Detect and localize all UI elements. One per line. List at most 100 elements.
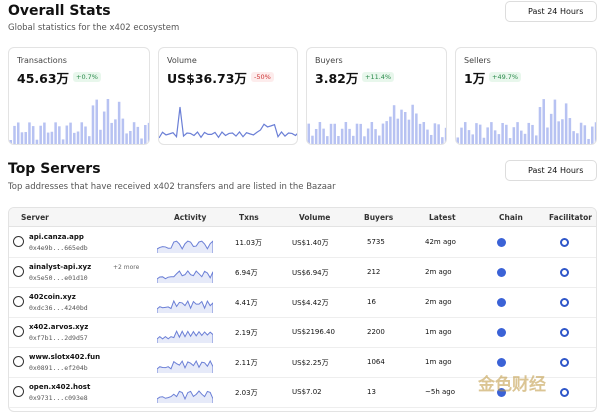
sparkline-bar: [333, 123, 336, 144]
row-divider: [9, 407, 596, 408]
column-header: Chain: [499, 213, 523, 222]
sparkline-bar: [486, 127, 489, 144]
chain-icon: [497, 268, 506, 277]
sparkline-bar: [352, 135, 355, 144]
sparkline-bar: [69, 122, 72, 144]
servers-range-select[interactable]: Past 24 Hours: [505, 160, 597, 181]
range-select[interactable]: Past 24 Hours: [505, 1, 597, 22]
latest: 2m ago: [425, 298, 452, 306]
chain-icon: [497, 238, 506, 247]
sparkline-bar: [355, 123, 359, 144]
server-icon: [13, 296, 24, 307]
server-icon: [13, 386, 24, 397]
card-change: +0.7%: [73, 72, 101, 82]
sparkline-bar: [359, 123, 362, 144]
sparkline-bar: [508, 138, 512, 144]
activity-line: [157, 329, 213, 343]
sparkline-bar: [587, 138, 590, 144]
sparkline-bar: [311, 135, 314, 144]
server-icon: [13, 236, 24, 247]
sparkline-bar: [403, 112, 407, 144]
card-change: +49.7%: [489, 72, 522, 82]
sparkline-bar: [129, 130, 132, 144]
latest: ~5h ago: [425, 388, 455, 396]
sparkline-bar: [54, 122, 57, 144]
sparkline-bar: [378, 135, 381, 144]
sparkline-bar: [523, 133, 527, 144]
stat-card: Volume US$36.73万 -50%: [158, 47, 298, 145]
sparkline-bar: [583, 125, 587, 144]
sparkline-bar: [576, 133, 579, 144]
sparkline-bar: [501, 123, 504, 144]
watermark: 金色财经: [478, 375, 546, 395]
sparkline-bar: [531, 124, 534, 144]
sparkline-bar: [340, 128, 344, 144]
server-name: www.slotx402.fun: [29, 353, 101, 361]
buyers: 13: [367, 388, 376, 396]
card-change: +11.4%: [362, 72, 395, 82]
buyers: 1064: [367, 358, 385, 366]
sparkline-bar: [318, 122, 322, 144]
sparkline-bar: [117, 101, 121, 144]
sparkline-bar: [460, 127, 463, 144]
sparkline-bar: [28, 122, 31, 144]
chain-icon: [497, 358, 506, 367]
sparkline-bar: [516, 122, 519, 144]
sparkline-bar: [35, 139, 39, 144]
txns: 2.11万: [235, 359, 258, 367]
sparkline-bar: [426, 129, 429, 144]
card-value: 3.82万: [315, 71, 359, 86]
server-name: api.canza.app: [29, 233, 84, 241]
sparkline-bar: [65, 125, 69, 144]
sparkline-bar: [553, 99, 557, 144]
activity-line: [157, 240, 213, 253]
sparkline-bar: [429, 134, 433, 144]
sparkline-bar: [418, 123, 422, 144]
card-label: Buyers: [315, 56, 343, 65]
sparkline-bar: [392, 105, 396, 144]
volume: US$4.42万: [292, 299, 329, 307]
sparkline-bar: [58, 126, 61, 144]
card-label: Transactions: [17, 56, 67, 65]
sparkline-bar: [396, 118, 400, 144]
server-icon: [13, 356, 24, 367]
sparkline-bar: [140, 138, 143, 144]
server-name: 402coin.xyz: [29, 293, 76, 301]
sparkline-bar: [572, 131, 575, 144]
sparkline-bar: [307, 123, 311, 144]
row-divider: [9, 317, 596, 318]
sparkline-bar: [594, 122, 596, 144]
server-address: 0x4e9b...665edb: [29, 244, 88, 252]
range-label: Past 24 Hours: [528, 166, 584, 175]
activity-line: [157, 390, 213, 403]
card-label: Sellers: [464, 56, 491, 65]
sparkline-bar: [564, 103, 568, 144]
sparkline-bar: [136, 126, 140, 144]
row-divider: [9, 287, 596, 288]
facilitator-icon: [560, 328, 569, 337]
sparkline-bar: [561, 119, 564, 144]
sparkline-bar: [370, 122, 374, 144]
txns: 6.94万: [235, 269, 258, 277]
volume: US$6.94万: [292, 269, 329, 277]
facilitator-icon: [560, 268, 569, 277]
sparkline-bar: [505, 124, 508, 144]
server-name: x402.arvos.xyz: [29, 323, 89, 331]
sparkline-bar: [444, 127, 446, 144]
sparkline-bar: [493, 130, 497, 144]
facilitator-icon: [560, 388, 569, 397]
chain-icon: [497, 328, 506, 337]
sparkline-bar: [110, 122, 113, 144]
sparkline-bar: [99, 129, 102, 144]
txns: 4.41万: [235, 299, 258, 307]
server-address: 0x0891...ef204b: [29, 364, 88, 372]
sparkline-bar: [542, 99, 545, 144]
sparkline-bar: [39, 125, 42, 144]
volume: US$7.02: [292, 388, 322, 396]
sparkline-bar: [463, 122, 467, 144]
sparkline-bar: [84, 126, 87, 144]
sparkline-bar: [326, 136, 329, 144]
sparkline-bar: [61, 139, 65, 144]
sparkline-bar: [13, 125, 16, 144]
sparkline-bar: [385, 121, 388, 144]
